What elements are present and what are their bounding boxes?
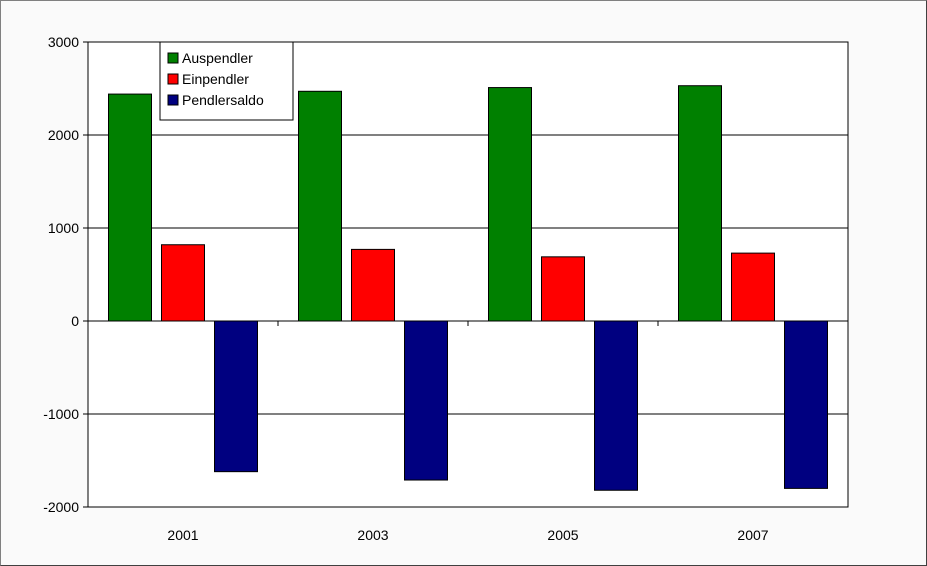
legend: Auspendler Einpendler Pendlersaldo xyxy=(159,41,294,121)
legend-label-einpendler: Einpendler xyxy=(182,71,249,87)
bar-auspendler-2003 xyxy=(298,90,342,322)
bar-auspendler-2007 xyxy=(678,85,722,322)
y-tick-label: 2000 xyxy=(48,127,79,143)
x-tick-label: 2003 xyxy=(357,527,388,543)
legend-swatch-pendlersaldo xyxy=(167,94,179,106)
y-tick-label: 3000 xyxy=(48,34,79,50)
bar-pendlersaldo-2007 xyxy=(784,320,828,489)
bar-pendlersaldo-2001 xyxy=(214,320,258,473)
bar-einpendler-2001 xyxy=(161,244,205,322)
bar-auspendler-2005 xyxy=(488,87,532,322)
bar-auspendler-2001 xyxy=(108,93,152,322)
legend-label-pendlersaldo: Pendlersaldo xyxy=(182,92,264,108)
y-tick-label: 1000 xyxy=(48,220,79,236)
bar-einpendler-2005 xyxy=(541,256,585,322)
axes-group: 3000 2000 1000 0 -1000 -2000 2001 2003 2005 2007 xyxy=(43,34,848,543)
y-tick-label: 0 xyxy=(71,313,79,329)
bar-pendlersaldo-2003 xyxy=(404,320,448,481)
bars-group xyxy=(108,85,828,491)
legend-swatch-auspendler xyxy=(167,52,179,64)
x-tick-label: 2005 xyxy=(547,527,578,543)
legend-box xyxy=(159,41,294,121)
x-tick-label: 2007 xyxy=(737,527,768,543)
legend-label-auspendler: Auspendler xyxy=(182,50,253,66)
y-tick-label: -2000 xyxy=(43,499,79,515)
y-tick-label: -1000 xyxy=(43,406,79,422)
bar-pendlersaldo-2005 xyxy=(594,320,638,491)
bar-einpendler-2007 xyxy=(731,252,775,322)
x-tick-label: 2001 xyxy=(167,527,198,543)
legend-swatch-einpendler xyxy=(167,73,179,85)
bar-einpendler-2003 xyxy=(351,248,395,322)
